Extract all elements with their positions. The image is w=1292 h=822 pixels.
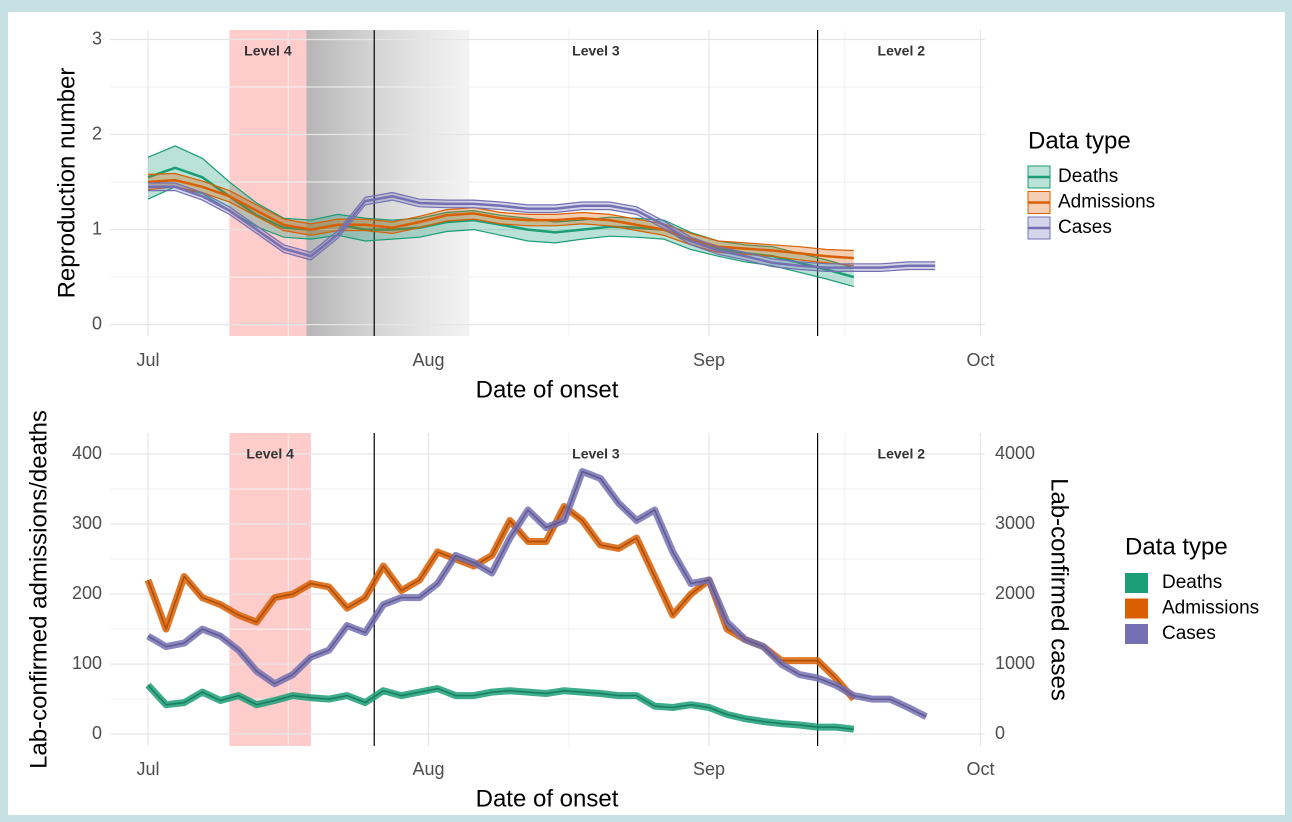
x-tick-label: Sep: [693, 759, 725, 779]
confidence-band: [148, 145, 854, 287]
level-label: Level 4: [246, 446, 294, 462]
x-tick-label: Aug: [412, 350, 444, 370]
legend-label: Cases: [1058, 217, 1112, 238]
legend-label: Cases: [1162, 623, 1216, 644]
x-tick-label: Jul: [136, 759, 159, 779]
y-axis-title: Lab-confirmed admissions/deaths: [25, 410, 52, 769]
legend-label: Deaths: [1058, 166, 1118, 187]
y-tick-label: 1: [92, 218, 102, 238]
y-axis-title: Reproduction number: [53, 68, 80, 299]
legend-title: Data type: [1125, 533, 1228, 560]
series-line: [147, 166, 855, 279]
level-4-shade: [229, 30, 307, 336]
band-upper: [148, 182, 936, 265]
band-upper: [147, 172, 854, 252]
legend-key: [1125, 624, 1148, 644]
y2-tick-label: 1000: [995, 653, 1035, 673]
y-tick-label: 0: [92, 723, 102, 743]
x-tick-label: Oct: [966, 350, 994, 370]
legend-label: Admissions: [1162, 598, 1259, 619]
series-line: [148, 185, 936, 269]
x-tick-label: Sep: [693, 350, 725, 370]
y-tick-label: 2: [92, 123, 102, 143]
legend-key: [1125, 598, 1148, 619]
panel-background: [8, 12, 1285, 815]
y-tick-label: 200: [72, 583, 102, 603]
series-line: [147, 178, 854, 260]
y-tick-label: 3: [92, 28, 102, 48]
x-tick-label: Aug: [412, 759, 444, 779]
band-lower: [147, 186, 854, 288]
legend-key: [1125, 573, 1148, 593]
y2-tick-label: 0: [995, 723, 1005, 743]
band-lower: [148, 190, 936, 272]
y-tick-label: 100: [72, 653, 102, 673]
confidence-band: [148, 173, 854, 266]
x-tick-label: Oct: [966, 759, 994, 779]
x-axis-title: Date of onset: [476, 376, 619, 403]
level-label: Level 3: [572, 446, 620, 462]
level-label: Level 2: [878, 446, 926, 462]
transition-shade: [306, 30, 470, 336]
band-upper: [147, 145, 854, 269]
x-tick-label: Jul: [136, 350, 159, 370]
y2-tick-label: 2000: [995, 583, 1035, 603]
y-tick-label: 0: [92, 313, 102, 333]
legend-title: Data type: [1028, 127, 1131, 154]
y2-tick-label: 4000: [995, 443, 1035, 463]
x-axis-title: Date of onset: [476, 785, 619, 812]
y-tick-label: 400: [72, 443, 102, 463]
series-center: [147, 684, 854, 730]
legend-label: Deaths: [1162, 572, 1222, 593]
level-label: Level 2: [878, 43, 926, 59]
level-label: Level 4: [244, 43, 292, 59]
level-label: Level 3: [572, 43, 620, 59]
y2-axis-title: Lab-confirmed cases: [1046, 478, 1073, 701]
y-tick-label: 300: [72, 513, 102, 533]
legend-label: Admissions: [1058, 192, 1155, 213]
y2-tick-label: 3000: [995, 513, 1035, 533]
series-center: [147, 470, 927, 718]
